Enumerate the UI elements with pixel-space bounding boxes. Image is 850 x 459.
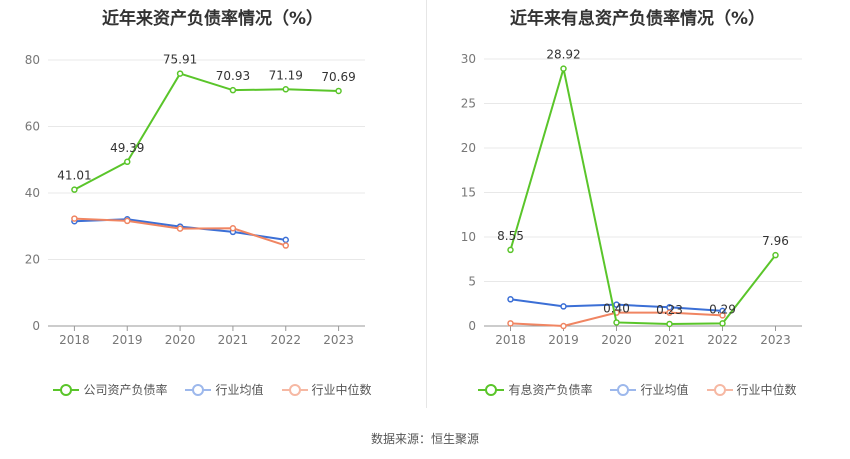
legend-orange-line-icon [281,383,308,396]
legend-item-company[interactable]: 有息资产负债率 [478,381,592,398]
data-point [507,296,514,303]
data-label: 28.92 [546,48,580,62]
data-label: 71.19 [269,68,303,82]
legend-item-industry-median[interactable]: 行业中位数 [706,381,797,398]
data-point [282,236,289,244]
legend-green-line-icon [478,383,505,396]
x-tick-label: 2021 [654,333,685,347]
data-label: 0.23 [656,303,683,317]
data-point [71,215,78,222]
data-point [560,322,567,330]
series-line [73,72,339,191]
legend-green-line-icon [53,383,80,396]
y-tick-label: 60 [25,120,40,134]
x-tick-label: 2021 [218,333,249,347]
x-tick-label: 2023 [323,333,354,347]
data-point [282,242,289,249]
x-tick-label: 2018 [59,333,90,347]
y-tick-label: 0 [32,319,40,333]
data-point [71,186,78,193]
x-tick-label: 2019 [112,333,143,347]
data-point [613,319,620,326]
series-line [509,68,777,325]
data-point [613,301,620,308]
y-tick-label: 10 [461,230,476,244]
data-label: 0.29 [709,302,736,316]
chart-title: 近年来有息资产负债率情况（%） [509,9,766,29]
legend-label: 行业均值 [215,383,264,397]
legend-blue-line-icon [610,383,637,396]
data-source: 数据来源：恒生聚源 [370,432,479,446]
data-point [560,65,567,72]
data-point [772,251,779,259]
x-tick-label: 2020 [165,333,196,347]
data-label: 41.01 [57,169,91,183]
data-point [124,158,131,166]
legend-item-company[interactable]: 公司资产负债率 [53,381,167,398]
x-tick-label: 2022 [270,333,301,347]
legend-item-industry-mean[interactable]: 行业均值 [185,381,264,398]
data-point [176,70,184,77]
legend-orange-line-icon [706,383,733,396]
data-point [719,312,726,319]
y-tick-label: 20 [25,253,40,267]
y-tick-label: 40 [25,186,40,200]
legend-blue-line-icon [185,383,212,396]
y-tick-label: 25 [461,97,476,111]
data-label: 7.96 [762,234,789,248]
legend-label: 行业均值 [640,383,689,397]
data-point [507,246,514,254]
y-tick-label: 30 [461,52,476,66]
y-tick-label: 0 [468,319,476,333]
data-point [176,225,184,232]
data-point [666,320,673,328]
interest-bearing-liability-ratio-chart: 近年来有息资产负债率情况（%） 0 5 10 15 20 25 30 2018 2019 2020… [425,0,850,410]
chart-title: 近年来资产负债率情况（%） [101,9,324,29]
data-label: 75.91 [163,53,197,67]
legend-item-industry-median[interactable]: 行业中位数 [281,381,372,398]
legend-label: 有息资产负债率 [508,383,593,397]
data-point [560,303,567,310]
data-label: 8.55 [497,229,524,243]
panel-divider [426,0,427,408]
chart-plot: 0 20 40 60 80 2018 2019 2020 2021 2022 2023 41.01 49… [25,53,365,347]
data-point [666,309,673,316]
data-label: 70.93 [216,69,250,83]
data-label: 0.40 [603,301,630,315]
y-tick-label: 20 [461,141,476,155]
legend-item-industry-mean[interactable]: 行业均值 [610,381,689,398]
chart-legend: 有息资产负债率 行业均值 行业中位数 [425,381,850,398]
data-point [719,320,726,327]
x-tick-label: 2018 [495,333,526,347]
data-point [124,217,131,225]
y-tick-label: 15 [461,186,476,200]
legend-label: 行业中位数 [736,383,797,397]
data-point [229,224,237,232]
data-point [507,320,514,327]
x-tick-label: 2020 [601,333,632,347]
data-point [282,86,289,93]
chart-legend: 公司资产负债率 行业均值 行业中位数 [0,381,425,398]
x-tick-label: 2023 [760,333,791,347]
y-tick-label: 80 [25,53,40,67]
data-label: 49.39 [110,141,144,155]
asset-liability-ratio-chart: 近年来资产负债率情况（%） 0 20 40 60 80 2018 2019 2020 2021 2… [0,0,425,410]
x-tick-label: 2019 [548,333,579,347]
legend-label: 公司资产负债率 [83,383,168,397]
data-point [229,86,237,94]
data-label: 70.69 [321,70,355,84]
series-line [74,217,287,247]
y-tick-label: 5 [468,275,476,289]
x-tick-label: 2022 [707,333,738,347]
data-point [335,87,342,95]
chart-plot: 0 5 10 15 20 25 30 2018 2019 2020 2021 2022 2023 8.55… [461,48,802,347]
legend-label: 行业中位数 [311,383,372,397]
